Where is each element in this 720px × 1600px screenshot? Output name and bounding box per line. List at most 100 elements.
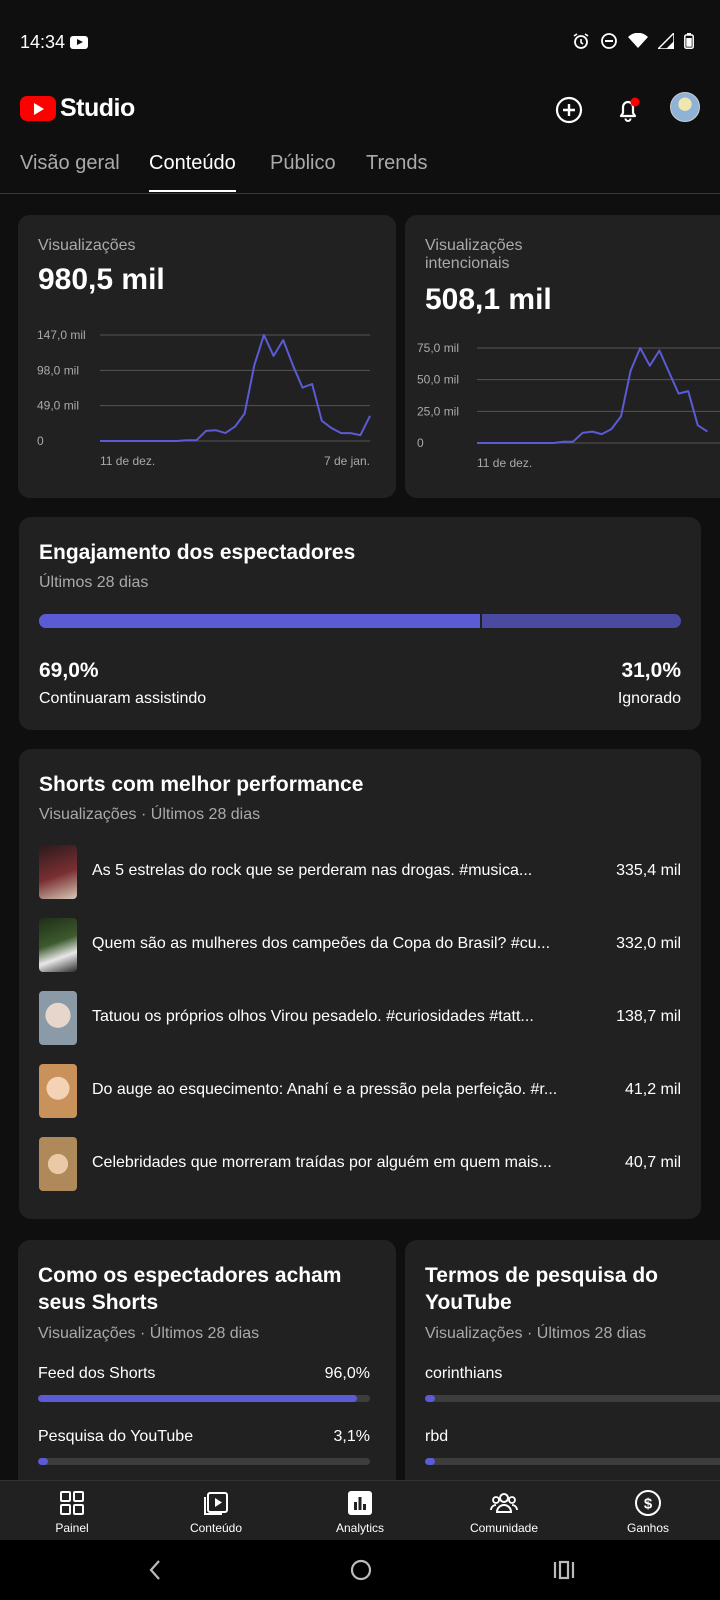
status-time: 14:34 bbox=[20, 32, 66, 52]
do-not-disturb-icon bbox=[600, 32, 618, 55]
add-circle-icon bbox=[555, 96, 583, 124]
intentional-views-chart: 75,0 mil 50,0 mil 25,0 mil 0 11 de dez. bbox=[417, 341, 720, 470]
list-item[interactable]: Do auge ao esquecimento: Anahí e a press… bbox=[39, 1064, 681, 1120]
traffic-row: Feed dos Shorts 96,0% bbox=[38, 1365, 370, 1415]
earnings-icon: $ bbox=[635, 1490, 661, 1516]
search-terms-subtitle: Visualizações · Últimos 28 dias bbox=[425, 1325, 647, 1342]
nav-community[interactable]: Comunidade bbox=[432, 1481, 576, 1541]
y-tick-label: 147,0 mil bbox=[37, 328, 86, 342]
analytics-icon bbox=[348, 1491, 372, 1515]
traffic-row-bar bbox=[38, 1458, 370, 1465]
continued-pct: 69,0% bbox=[39, 659, 99, 682]
wifi-icon bbox=[628, 32, 648, 54]
engagement-title: Engajamento dos espectadores bbox=[39, 541, 356, 564]
nav-label: Comunidade bbox=[469, 1521, 539, 1535]
traffic-row-label: Feed dos Shorts bbox=[38, 1365, 156, 1382]
x-tick-label: 7 de jan. bbox=[324, 454, 370, 468]
short-views: 335,4 mil bbox=[616, 862, 681, 879]
nav-content[interactable]: Conteúdo bbox=[144, 1481, 288, 1541]
engagement-bar bbox=[39, 614, 681, 628]
status-icons bbox=[572, 31, 694, 55]
y-tick-label: 0 bbox=[417, 436, 424, 450]
system-navigation-bar bbox=[0, 1540, 720, 1600]
short-title: Celebridades que morreram traídas por al… bbox=[92, 1154, 552, 1171]
short-views: 332,0 mil bbox=[616, 935, 681, 952]
recents-icon[interactable] bbox=[552, 1558, 576, 1582]
views-chart: 147,0 mil 98,0 mil 49,0 mil 0 11 de dez. 7 de… bbox=[37, 328, 371, 468]
traffic-row-value: 3,1% bbox=[333, 1428, 370, 1445]
top-shorts-subtitle: Visualizações · Últimos 28 dias bbox=[39, 806, 261, 823]
top-shorts-card: Shorts com melhor performance Visualizaç… bbox=[19, 749, 701, 1219]
list-item[interactable]: Celebridades que morreram traídas por al… bbox=[39, 1137, 681, 1193]
short-views: 40,7 mil bbox=[624, 1154, 681, 1171]
nav-earnings[interactable]: $ Ganhos bbox=[576, 1481, 720, 1541]
battery-icon bbox=[684, 33, 694, 54]
youtube-studio-logo[interactable]: Studio bbox=[20, 94, 135, 123]
tab-overview[interactable]: Visão geral bbox=[20, 152, 120, 174]
list-item[interactable]: Tatuou os próprios olhos Virou pesadelo.… bbox=[39, 991, 681, 1047]
y-tick-label: 75,0 mil bbox=[417, 341, 459, 355]
traffic-title: Como os espectadores acham seus Shorts bbox=[38, 1264, 342, 1314]
search-term-bar-fill bbox=[425, 1458, 436, 1465]
series-line bbox=[100, 334, 371, 442]
list-item[interactable]: As 5 estrelas do rock que se perderam na… bbox=[39, 845, 681, 901]
short-thumbnail bbox=[39, 918, 77, 972]
y-tick-label: 49,0 mil bbox=[37, 399, 79, 413]
short-title: As 5 estrelas do rock que se perderam na… bbox=[92, 862, 533, 879]
dashboard-icon bbox=[60, 1491, 84, 1515]
views-value: 980,5 mil bbox=[38, 263, 165, 296]
nav-label: Analytics bbox=[335, 1521, 385, 1535]
search-term-label: rbd bbox=[425, 1428, 449, 1445]
skipped-label: Ignorado bbox=[617, 690, 681, 707]
nav-dashboard[interactable]: Painel bbox=[0, 1481, 144, 1541]
y-tick-label: 98,0 mil bbox=[37, 363, 79, 377]
views-card[interactable]: Visualizações 980,5 mil 147,0 mil 98,0 mi… bbox=[18, 215, 396, 498]
tab-audience[interactable]: Público bbox=[270, 152, 336, 174]
home-icon[interactable] bbox=[349, 1558, 373, 1582]
search-term-bar-fill bbox=[425, 1395, 436, 1402]
nav-label: Ganhos bbox=[626, 1521, 670, 1535]
short-title: Tatuou os próprios olhos Virou pesadelo.… bbox=[92, 1008, 534, 1025]
search-terms-title: Termos de pesquisa do YouTube bbox=[425, 1264, 658, 1314]
tab-content[interactable]: Conteúdo bbox=[149, 152, 236, 192]
bell-icon bbox=[619, 97, 640, 122]
nav-analytics[interactable]: Analytics bbox=[288, 1481, 432, 1541]
traffic-row-bar-fill bbox=[38, 1458, 49, 1465]
notifications-button[interactable] bbox=[608, 90, 648, 130]
x-tick-label: 11 de dez. bbox=[100, 454, 155, 468]
search-terms-card[interactable]: Termos de pesquisa do YouTube Visualizaç… bbox=[405, 1240, 720, 1500]
list-item[interactable]: Quem são as mulheres dos campeões da Cop… bbox=[39, 918, 681, 974]
logo-text: Studio bbox=[60, 94, 135, 122]
content-icon bbox=[204, 1492, 228, 1515]
community-icon bbox=[490, 1493, 518, 1513]
back-icon[interactable] bbox=[146, 1558, 164, 1582]
short-views: 138,7 mil bbox=[616, 1008, 681, 1025]
search-term-label: corinthians bbox=[425, 1365, 503, 1382]
short-title: Quem são as mulheres dos campeões da Cop… bbox=[92, 935, 551, 952]
create-button[interactable] bbox=[549, 90, 589, 130]
search-term-bar bbox=[425, 1458, 720, 1465]
engagement-card[interactable]: Engajamento dos espectadores Últimos 28 … bbox=[19, 517, 701, 730]
engagement-subtitle: Últimos 28 dias bbox=[39, 574, 149, 591]
tab-trends[interactable]: Trends bbox=[366, 152, 428, 174]
search-term-row: rbd bbox=[425, 1428, 720, 1478]
traffic-row-label: Pesquisa do YouTube bbox=[38, 1428, 194, 1445]
engagement-continued-fill bbox=[39, 614, 482, 628]
views-label: Visualizações bbox=[38, 237, 136, 254]
traffic-row-bar bbox=[38, 1395, 370, 1402]
signal-icon bbox=[656, 31, 675, 54]
intentional-views-card[interactable]: Visualizações intencionais 508,1 mil 75,… bbox=[405, 215, 720, 498]
top-shorts-title: Shorts com melhor performance bbox=[39, 773, 364, 796]
nav-label: Conteúdo bbox=[189, 1521, 243, 1535]
nav-label: Painel bbox=[55, 1521, 89, 1535]
search-term-bar bbox=[425, 1395, 720, 1402]
traffic-sources-card[interactable]: Como os espectadores acham seus Shorts V… bbox=[18, 1240, 396, 1500]
search-term-row: corinthians bbox=[425, 1365, 720, 1415]
x-tick-label: 11 de dez. bbox=[477, 456, 532, 470]
traffic-row-value: 96,0% bbox=[324, 1365, 370, 1382]
bottom-nav: Painel Conteúdo Analytics Comunidade $ G… bbox=[0, 1480, 720, 1540]
short-thumbnail bbox=[39, 1137, 77, 1191]
avatar[interactable] bbox=[670, 92, 700, 122]
short-title: Do auge ao esquecimento: Anahí e a press… bbox=[92, 1081, 558, 1098]
alarm-icon bbox=[572, 32, 590, 55]
